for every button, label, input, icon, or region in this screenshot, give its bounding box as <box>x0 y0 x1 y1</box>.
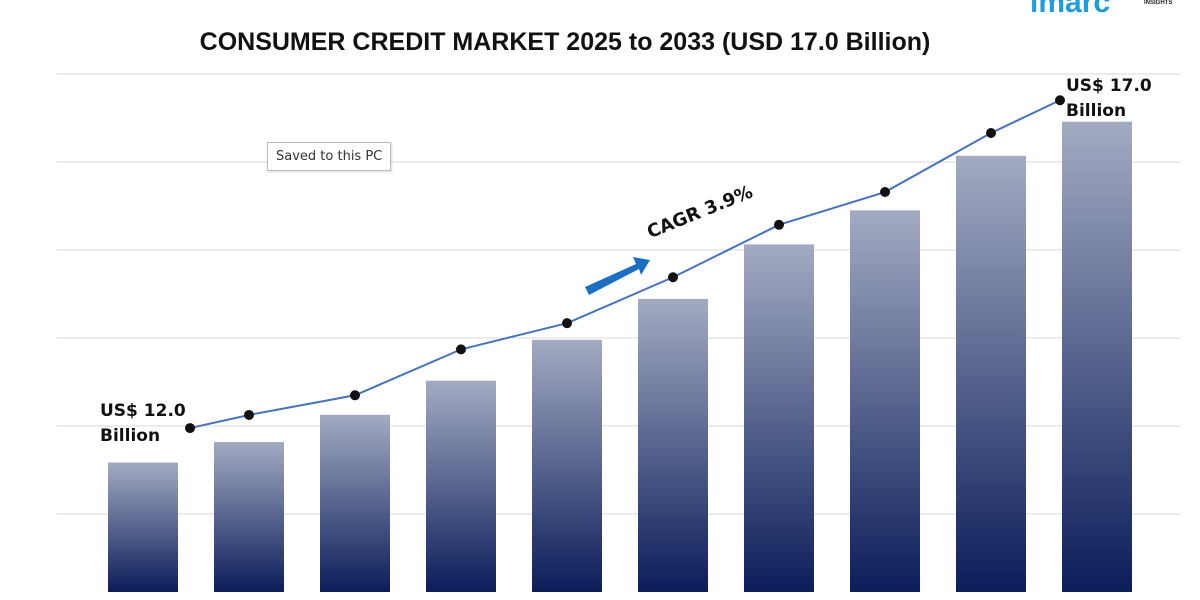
line-point <box>1055 95 1065 106</box>
line <box>189 99 1061 430</box>
line-point <box>185 423 195 434</box>
line-point <box>774 219 784 230</box>
logo-tagline: INSIGHTS <box>1144 0 1173 6</box>
bar <box>1062 121 1132 593</box>
line-point <box>986 128 996 139</box>
line-point <box>668 272 678 283</box>
line-point <box>562 318 572 329</box>
bar <box>426 380 496 592</box>
chart-title: CONSUMER CREDIT MARKET 2025 to 2033 (USD… <box>199 28 931 56</box>
line-point <box>244 409 254 420</box>
cagr-arrow <box>585 257 650 295</box>
tooltip: Saved to this PC <box>267 142 392 171</box>
bar <box>108 462 178 592</box>
bar <box>956 155 1026 592</box>
line-point <box>350 390 360 401</box>
start-label: US$ 12.0 Billion <box>100 401 186 446</box>
end-label: US$ 17.0 Billion <box>1066 76 1152 121</box>
line-point <box>456 344 466 355</box>
bar <box>744 244 814 593</box>
line-point <box>880 187 890 198</box>
bar <box>214 442 284 592</box>
bar <box>320 414 390 592</box>
logo: imarc <box>1030 0 1111 19</box>
bar <box>850 210 920 592</box>
bar <box>532 339 602 592</box>
bar <box>638 298 708 592</box>
